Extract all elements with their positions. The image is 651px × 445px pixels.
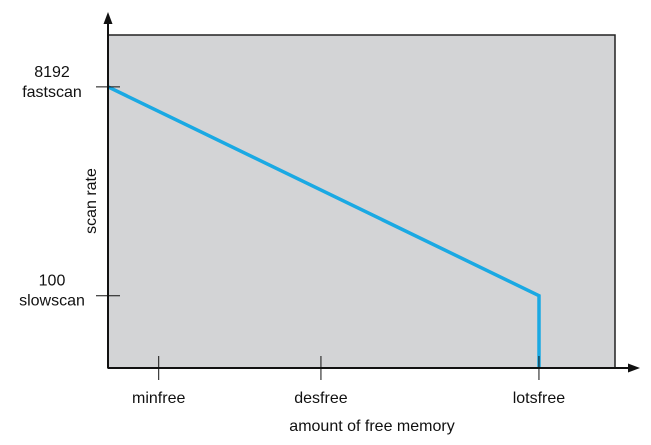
y-tick-name-label-2: slowscan xyxy=(19,293,85,310)
y-axis-label: scan rate xyxy=(83,168,100,234)
plot-area xyxy=(107,34,616,369)
y-tick-value-label-1: 8192 xyxy=(34,64,70,81)
x-axis-label: amount of free memory xyxy=(289,418,454,435)
series-line-1 xyxy=(107,85,541,368)
x-tick-label-2: desfree xyxy=(294,390,347,407)
y-tick-value-label-2: 100 xyxy=(39,273,66,290)
x-tick-label-1: minfree xyxy=(132,390,185,407)
y-tick-name-label-1: fastscan xyxy=(22,84,82,101)
y-axis-arrow-icon xyxy=(103,12,113,24)
series-line-group xyxy=(107,85,541,368)
x-axis-arrow-icon xyxy=(628,363,640,373)
x-ticks: minfree desfree lotsfree xyxy=(132,356,565,407)
y-ticks: 8192 fastscan 100 slowscan xyxy=(19,64,120,310)
x-tick-label-3: lotsfree xyxy=(513,390,566,407)
